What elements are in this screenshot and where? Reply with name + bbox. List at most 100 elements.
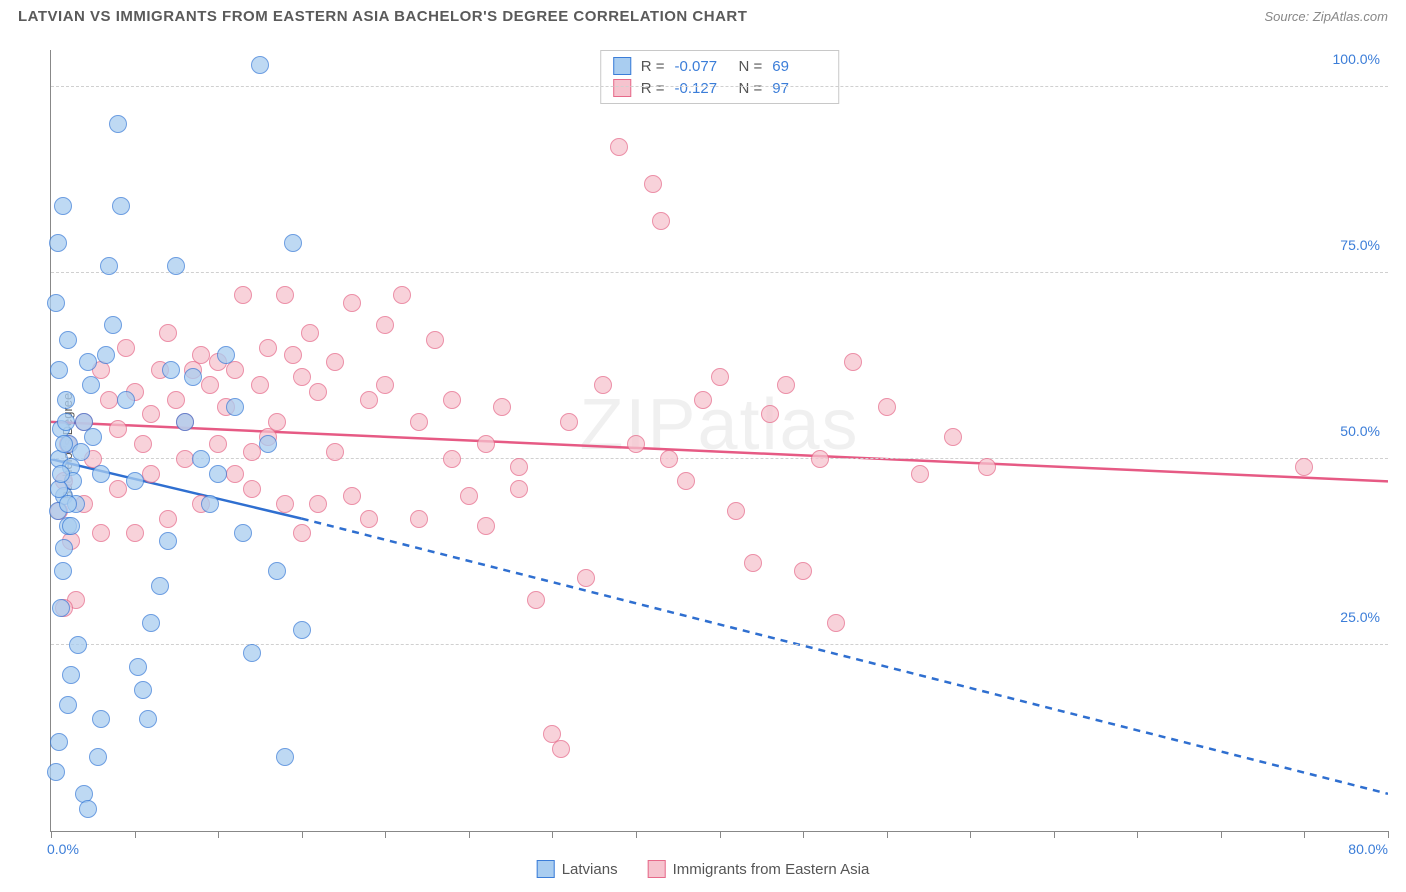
data-point (326, 353, 344, 371)
legend-item: Immigrants from Eastern Asia (648, 860, 870, 878)
data-point (343, 294, 361, 312)
x-tick (1304, 831, 1305, 838)
data-point (79, 800, 97, 818)
data-point (100, 391, 118, 409)
legend-item: Latvians (537, 860, 618, 878)
data-point (259, 435, 277, 453)
data-point (159, 510, 177, 528)
source-attribution: Source: ZipAtlas.com (1264, 9, 1388, 24)
data-point (844, 353, 862, 371)
data-point (510, 458, 528, 476)
x-tick (720, 831, 721, 838)
data-point (92, 465, 110, 483)
x-tick (218, 831, 219, 838)
correlation-stats-box: R =-0.077N =69R =-0.127N =97 (600, 50, 840, 104)
data-point (243, 443, 261, 461)
data-point (309, 495, 327, 513)
series-swatch (613, 57, 631, 75)
data-point (54, 562, 72, 580)
data-point (92, 710, 110, 728)
r-label: R = (641, 80, 665, 97)
data-point (276, 286, 294, 304)
x-tick (803, 831, 804, 838)
stats-row: R =-0.077N =69 (613, 55, 827, 77)
x-tick (302, 831, 303, 838)
data-point (284, 234, 302, 252)
x-tick (1137, 831, 1138, 838)
x-tick (552, 831, 553, 838)
data-point (343, 487, 361, 505)
data-point (827, 614, 845, 632)
x-tick (1388, 831, 1389, 838)
data-point (92, 524, 110, 542)
data-point (59, 331, 77, 349)
data-point (176, 450, 194, 468)
data-point (209, 465, 227, 483)
data-point (126, 524, 144, 542)
x-tick (385, 831, 386, 838)
data-point (176, 413, 194, 431)
legend-label: Latvians (562, 861, 618, 878)
data-point (55, 435, 73, 453)
data-point (117, 391, 135, 409)
data-point (243, 480, 261, 498)
data-point (393, 286, 411, 304)
data-point (577, 569, 595, 587)
data-point (644, 175, 662, 193)
data-point (117, 339, 135, 357)
data-point (97, 346, 115, 364)
data-point (109, 480, 127, 498)
data-point (89, 748, 107, 766)
data-point (560, 413, 578, 431)
y-axis-label: 50.0% (1340, 423, 1380, 439)
data-point (201, 376, 219, 394)
data-point (711, 368, 729, 386)
data-point (410, 510, 428, 528)
data-point (226, 465, 244, 483)
data-point (660, 450, 678, 468)
data-point (1295, 458, 1313, 476)
n-label: N = (739, 58, 763, 75)
data-point (47, 763, 65, 781)
legend-swatch (648, 860, 666, 878)
data-point (293, 368, 311, 386)
y-axis-label: 100.0% (1333, 51, 1380, 67)
data-point (243, 644, 261, 662)
data-point (162, 361, 180, 379)
r-label: R = (641, 58, 665, 75)
data-point (234, 524, 252, 542)
data-point (234, 286, 252, 304)
x-tick (970, 831, 971, 838)
data-point (59, 696, 77, 714)
data-point (62, 517, 80, 535)
data-point (360, 391, 378, 409)
regression-line (302, 519, 1388, 794)
data-point (251, 56, 269, 74)
data-point (276, 748, 294, 766)
data-point (777, 376, 795, 394)
n-label: N = (739, 80, 763, 97)
x-tick (1054, 831, 1055, 838)
x-tick (135, 831, 136, 838)
x-tick (887, 831, 888, 838)
data-point (226, 398, 244, 416)
data-point (493, 398, 511, 416)
data-point (794, 562, 812, 580)
data-point (410, 413, 428, 431)
data-point (47, 294, 65, 312)
data-point (52, 465, 70, 483)
data-point (552, 740, 570, 758)
series-swatch (613, 79, 631, 97)
data-point (217, 346, 235, 364)
data-point (477, 517, 495, 535)
data-point (326, 443, 344, 461)
data-point (72, 443, 90, 461)
data-point (79, 353, 97, 371)
data-point (159, 532, 177, 550)
data-point (54, 197, 72, 215)
data-point (301, 324, 319, 342)
data-point (167, 391, 185, 409)
data-point (52, 599, 70, 617)
data-point (159, 324, 177, 342)
data-point (727, 502, 745, 520)
